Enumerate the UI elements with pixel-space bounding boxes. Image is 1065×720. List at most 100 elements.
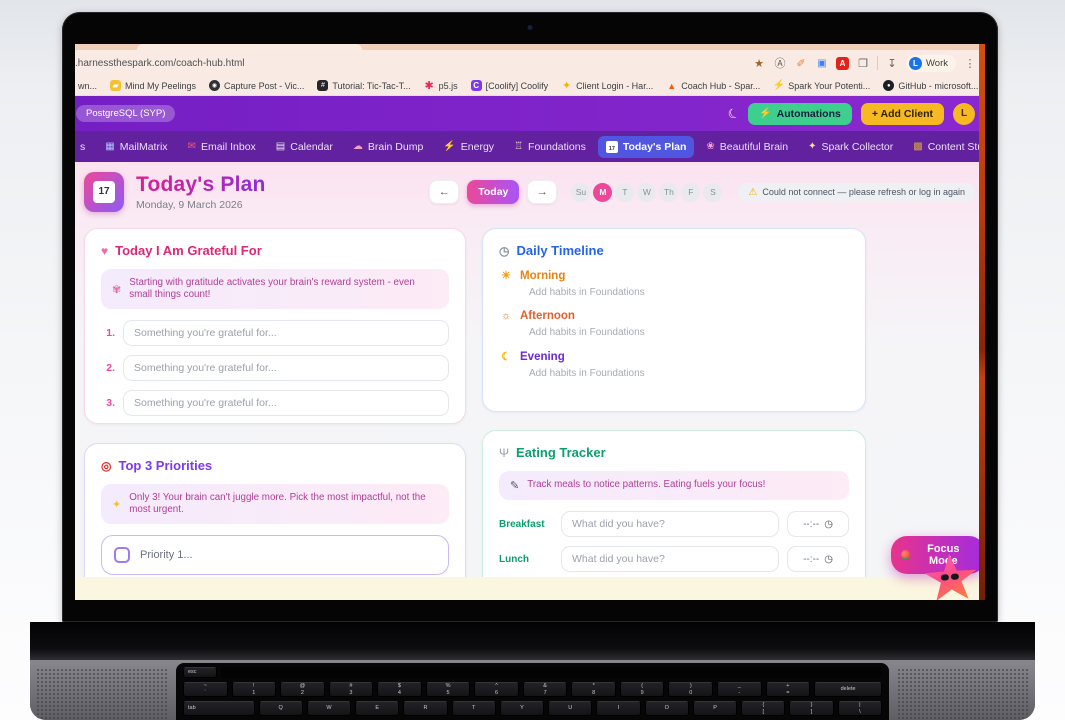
bookmark-item[interactable]: wn...: [78, 80, 98, 91]
bookmark-item[interactable]: ▰ Mind My Peelings: [110, 80, 196, 91]
key: + =: [765, 682, 811, 697]
bookmark-item[interactable]: ▲ Coach Hub - Spar...: [667, 80, 761, 91]
key: ^ 6: [474, 682, 519, 697]
today-button[interactable]: Today: [467, 180, 520, 204]
key: @ 2: [280, 682, 325, 697]
profile-name: Work: [926, 57, 948, 69]
github-favicon: ●: [883, 80, 895, 91]
gratitude-tip: ✾ Starting with gratitude activates your…: [101, 269, 449, 310]
camera-favicon: ◉: [209, 80, 221, 91]
previous-day-button[interactable]: ←: [429, 180, 460, 204]
tomato-icon: [901, 550, 910, 560]
key: T: [451, 701, 496, 716]
cutlery-icon: Ψ: [499, 445, 510, 460]
active-browser-tab[interactable]: [137, 44, 362, 50]
touchbar: [221, 667, 882, 678]
blue-extension-icon[interactable]: ▣: [817, 57, 827, 69]
flame-favicon: ▲: [667, 80, 677, 91]
add-client-button[interactable]: + Add Client: [860, 102, 944, 125]
gratitude-input-1[interactable]: [123, 320, 449, 347]
nav-item-energy[interactable]: ⚡ Energy: [443, 140, 495, 153]
key: } ]: [789, 701, 834, 716]
focus-mode-button[interactable]: Focus Mode: [891, 536, 985, 574]
day-dot-friday[interactable]: F: [681, 182, 701, 202]
laptop-screen: .harnessthespark.com/coach-hub.html ★ Ⓐ …: [75, 44, 985, 600]
key: Q: [258, 701, 303, 716]
day-dot-saturday[interactable]: S: [703, 182, 723, 202]
bookmark-item[interactable]: ✦ Client Login - Har...: [562, 80, 654, 92]
nav-item-content-studio[interactable]: ▩ Content Studio: [913, 140, 985, 153]
browser-profile-chip[interactable]: L Work: [906, 54, 956, 72]
day-dot-thursday[interactable]: Th: [659, 182, 679, 202]
asterisk-favicon: ✱: [424, 80, 434, 92]
nav-item-beautiful-brain[interactable]: ❀ Beautiful Brain: [706, 140, 789, 153]
pen-extension-icon[interactable]: ✐: [796, 57, 806, 70]
zap-icon: ⚡: [759, 108, 772, 119]
bookmark-item[interactable]: C [Coolify] Coolify: [470, 80, 548, 91]
clock-icon: ◷: [499, 243, 510, 258]
priority-row: [101, 535, 449, 576]
lunch-input[interactable]: [561, 546, 779, 572]
key: U: [548, 701, 593, 716]
key: $ 4: [377, 682, 422, 697]
bookmark-star-icon[interactable]: ★: [754, 57, 764, 70]
nav-item-calendar[interactable]: ▤ Calendar: [275, 140, 333, 153]
pencil-icon: ✎: [510, 480, 520, 492]
day-dot-tuesday[interactable]: T: [615, 182, 635, 202]
next-day-button[interactable]: →: [527, 180, 558, 204]
nav-item-email-inbox[interactable]: ✉ Email Inbox: [187, 140, 256, 153]
key: E: [355, 701, 400, 716]
user-avatar[interactable]: L: [953, 102, 975, 125]
nav-item-brain-dump[interactable]: ☁ Brain Dump: [352, 140, 424, 153]
eating-tracker-card: Ψ Eating Tracker ✎ Track meals to notice…: [482, 430, 866, 600]
nav-item-truncated[interactable]: s: [80, 140, 86, 153]
breakfast-input[interactable]: [561, 511, 779, 537]
automations-button[interactable]: ⚡ Automations: [748, 102, 852, 125]
key: | \: [837, 701, 882, 716]
nav-item-foundations[interactable]: ♖ Foundations: [514, 140, 586, 153]
brain-tip-icon: ✾: [112, 283, 122, 296]
key: * 8: [571, 682, 616, 697]
tab-groups-icon[interactable]: ❐: [858, 57, 868, 70]
laptop-hinge: [30, 622, 1035, 660]
day-dot-wednesday[interactable]: W: [637, 182, 657, 202]
browser-menu-icon[interactable]: ⋮: [964, 57, 976, 70]
day-dot-sunday[interactable]: Su: [571, 182, 591, 202]
day-dot-monday[interactable]: M: [593, 182, 613, 202]
dark-mode-toggle-icon[interactable]: ☾: [724, 103, 742, 123]
bookmark-item[interactable]: ● GitHub - microsoft...: [883, 80, 978, 91]
nav-item-todays-plan[interactable]: 17 Today's Plan: [597, 135, 695, 158]
key: # 3: [328, 682, 374, 697]
gratitude-input-3[interactable]: [123, 390, 449, 417]
address-bar[interactable]: .harnessthespark.com/coach-hub.html: [75, 57, 245, 69]
browser-toolbar: .harnessthespark.com/coach-hub.html ★ Ⓐ …: [75, 50, 985, 76]
gratitude-title: Today I Am Grateful For: [115, 243, 262, 258]
timeline-hint: Add habits in Foundations: [529, 287, 645, 298]
app-header-bar: PostgreSQL (SYP) ☾ ⚡ Automations + Add C…: [75, 96, 985, 131]
bookmark-item[interactable]: ⚡ Spark Your Potenti...: [772, 80, 871, 91]
moon-icon: ☾: [501, 351, 511, 363]
daily-timeline-card: ◷ Daily Timeline ☀ Morning Add habits in…: [482, 228, 866, 412]
downloads-icon[interactable]: ↧: [887, 57, 897, 70]
nav-item-spark-collector[interactable]: ✦ Spark Collector: [808, 140, 894, 153]
browser-tab-strip[interactable]: [75, 44, 985, 50]
priority-input-1[interactable]: [140, 549, 436, 562]
page-date: Monday, 9 March 2026: [136, 199, 243, 211]
pdf-extension-icon[interactable]: A: [836, 56, 849, 70]
nav-item-mailmatrix[interactable]: ▦ MailMatrix: [105, 140, 168, 153]
bookmark-item[interactable]: # Tutorial: Tic-Tac-T...: [317, 80, 411, 91]
gratitude-input-2[interactable]: [123, 355, 449, 382]
breakfast-time-input[interactable]: --:-- ◷: [787, 511, 849, 537]
browser-right-edge-strip: [979, 44, 985, 600]
heart-icon: ♥: [101, 243, 109, 258]
bookmark-item[interactable]: ◉ Capture Post - Vic...: [209, 80, 304, 91]
warning-icon: ⚠: [748, 186, 758, 198]
lunch-time-input[interactable]: --:-- ◷: [787, 546, 849, 572]
reader-mode-icon[interactable]: Ⓐ: [774, 58, 786, 70]
bottom-section-strip: [75, 577, 985, 600]
inbox-icon: ✉: [187, 141, 196, 152]
priority-checkbox[interactable]: [114, 547, 130, 564]
timeline-afternoon: ☼ Afternoon Add habits in Foundations: [499, 310, 849, 338]
key: _ -: [717, 682, 762, 697]
bookmark-item[interactable]: ✱ p5.js: [424, 80, 458, 92]
